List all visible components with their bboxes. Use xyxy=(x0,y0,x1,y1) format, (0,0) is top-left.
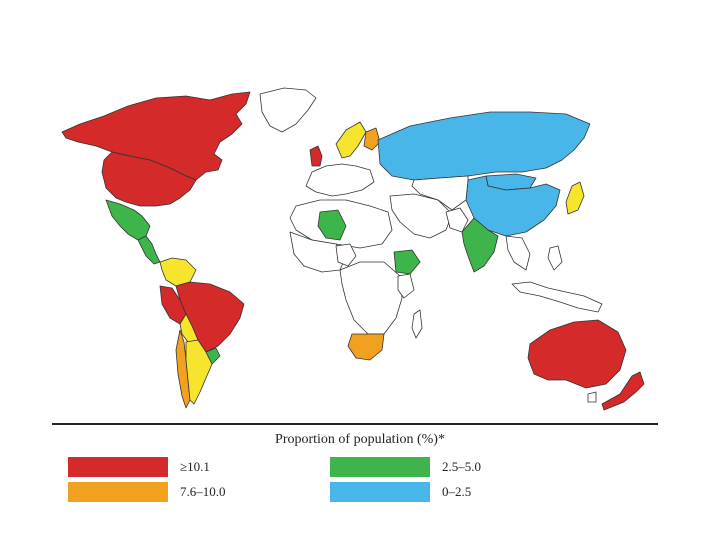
map-region-chile xyxy=(175,329,191,409)
map-region-central-america xyxy=(137,235,161,265)
map-region-ethiopia xyxy=(393,249,421,275)
map-region-pakistan xyxy=(445,207,469,233)
map-region-kenya xyxy=(397,273,415,299)
map-region-uruguay xyxy=(205,347,221,365)
map-region-finland xyxy=(363,127,381,151)
map-region-southeast-asia xyxy=(505,235,531,271)
legend-label-low: 0–2.5 xyxy=(442,484,472,499)
legend-divider xyxy=(52,423,658,425)
legend-swatch-medium-low xyxy=(330,457,430,477)
map-region-scandinavia xyxy=(335,121,367,159)
map-region-japan xyxy=(565,181,585,215)
map-region-tasmania xyxy=(587,391,597,403)
map-region-india xyxy=(461,217,499,273)
map-region-central-asia xyxy=(411,175,469,211)
map-region-russia xyxy=(377,111,591,181)
map-region-central-africa xyxy=(339,261,403,335)
map-region-middle-east xyxy=(389,193,453,239)
legend-label-high: ≥10.1 xyxy=(180,459,210,474)
legend-swatch-low xyxy=(330,482,430,502)
map-region-greenland xyxy=(259,87,317,133)
world-choropleth-map xyxy=(61,87,645,411)
map-region-usa xyxy=(101,151,197,207)
legend-label-medium-low: 2.5–5.0 xyxy=(442,459,481,474)
map-region-philippines xyxy=(547,245,563,271)
map-region-algeria xyxy=(317,209,347,241)
map-region-south-africa xyxy=(347,333,385,361)
map-region-western-europe xyxy=(305,163,375,197)
map-region-madagascar xyxy=(411,309,423,339)
legend-label-medium-high: 7.6–10.0 xyxy=(180,484,226,499)
map-region-nigeria xyxy=(335,243,357,267)
map-region-argentina xyxy=(185,339,213,405)
map-region-new-zealand xyxy=(601,371,645,411)
map-region-uk xyxy=(309,145,323,167)
legend-title: Proportion of population (%)* xyxy=(275,432,445,447)
legend-swatch-high xyxy=(68,457,168,477)
map-region-australia xyxy=(527,319,627,389)
legend-swatch-medium-high xyxy=(68,482,168,502)
map-region-indonesia xyxy=(511,281,603,313)
